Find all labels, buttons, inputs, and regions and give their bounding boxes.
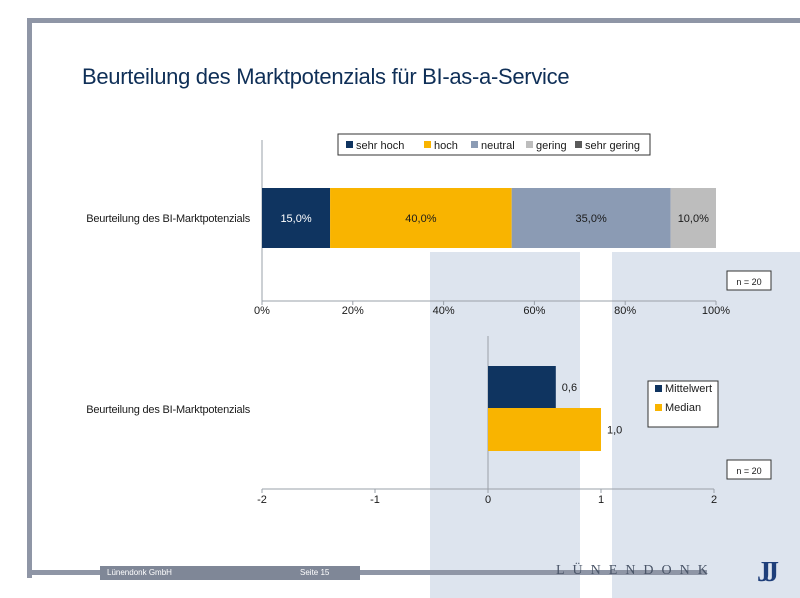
chart1-sample-size-box: [726, 270, 772, 291]
chart1-bar-gering: [670, 188, 716, 248]
chart1-tick-label: 60%: [523, 305, 545, 317]
chart2-tick-label: 1: [598, 494, 604, 506]
chart1-legend-label: neutral: [481, 140, 515, 152]
chart2-bar-median: [488, 408, 601, 451]
chart1-tick-label: 80%: [614, 305, 636, 317]
slide-frame-left: [27, 18, 32, 578]
chart1-tick-label: 100%: [702, 305, 730, 317]
chart2-data-label: 0,6: [562, 382, 577, 394]
chart2-legend-swatch: [655, 404, 662, 411]
chart1-data-label: 35,0%: [576, 213, 607, 225]
chart2-data-label: 1,0: [607, 425, 622, 437]
footer-company: Lünendonk GmbH: [107, 568, 172, 577]
chart1-legend-label: gering: [536, 140, 567, 152]
chart2-bar-mittelwert: [488, 366, 556, 408]
company-logo-mark: JJ: [757, 557, 779, 588]
chart1-legend-swatch: [471, 141, 478, 148]
chart1-data-label: 40,0%: [405, 213, 436, 225]
footer-bar: Lünendonk GmbH Seite 15: [100, 566, 360, 580]
chart2-sample-size-box: [726, 459, 772, 480]
chart2-tick-label: 2: [711, 494, 717, 506]
chart2-sample-size: n = 20: [736, 466, 761, 476]
chart2-category-label: Beurteilung des BI-Marktpotenzials: [86, 404, 250, 416]
chart1-legend-swatch: [346, 141, 353, 148]
chart2-tick-label: -1: [370, 494, 380, 506]
chart2-tick-label: 0: [485, 494, 491, 506]
chart1-legend-swatch: [575, 141, 582, 148]
slide-frame-top: [27, 18, 800, 23]
chart1-legend-swatch: [424, 141, 431, 148]
chart1-bar-neutral: [511, 188, 671, 248]
chart1-tick-label: 20%: [342, 305, 364, 317]
chart2-legend-label: Median: [665, 402, 701, 414]
slide-frame-bottom: [27, 570, 707, 575]
chart1-legend-label: sehr gering: [585, 140, 640, 152]
chart1-category-label: Beurteilung des BI-Marktpotenzials: [86, 213, 250, 225]
chart1-data-label: 15,0%: [280, 213, 311, 225]
chart1-tick-label: 40%: [433, 305, 455, 317]
chart1-bar-sehr-hoch: [262, 188, 331, 248]
footer-page-number: Seite 15: [300, 568, 330, 577]
chart1-data-label: 10,0%: [678, 213, 709, 225]
company-logo-text: LÜNENDONK: [556, 563, 716, 578]
chart2-legend-swatch: [655, 385, 662, 392]
chart1-legend-swatch: [526, 141, 533, 148]
chart1-sample-size: n = 20: [736, 277, 761, 287]
chart1-bar-hoch: [330, 188, 512, 248]
chart1-legend-label: sehr hoch: [356, 140, 404, 152]
chart2-tick-label: -2: [257, 494, 267, 506]
slide-title: Beurteilung des Marktpotenzials für BI-a…: [82, 64, 570, 89]
chart1-tick-label: 0%: [254, 305, 270, 317]
chart2-legend-label: Mittelwert: [665, 383, 712, 395]
chart1-legend-box: [337, 133, 651, 156]
chart1-legend-label: hoch: [434, 140, 458, 152]
